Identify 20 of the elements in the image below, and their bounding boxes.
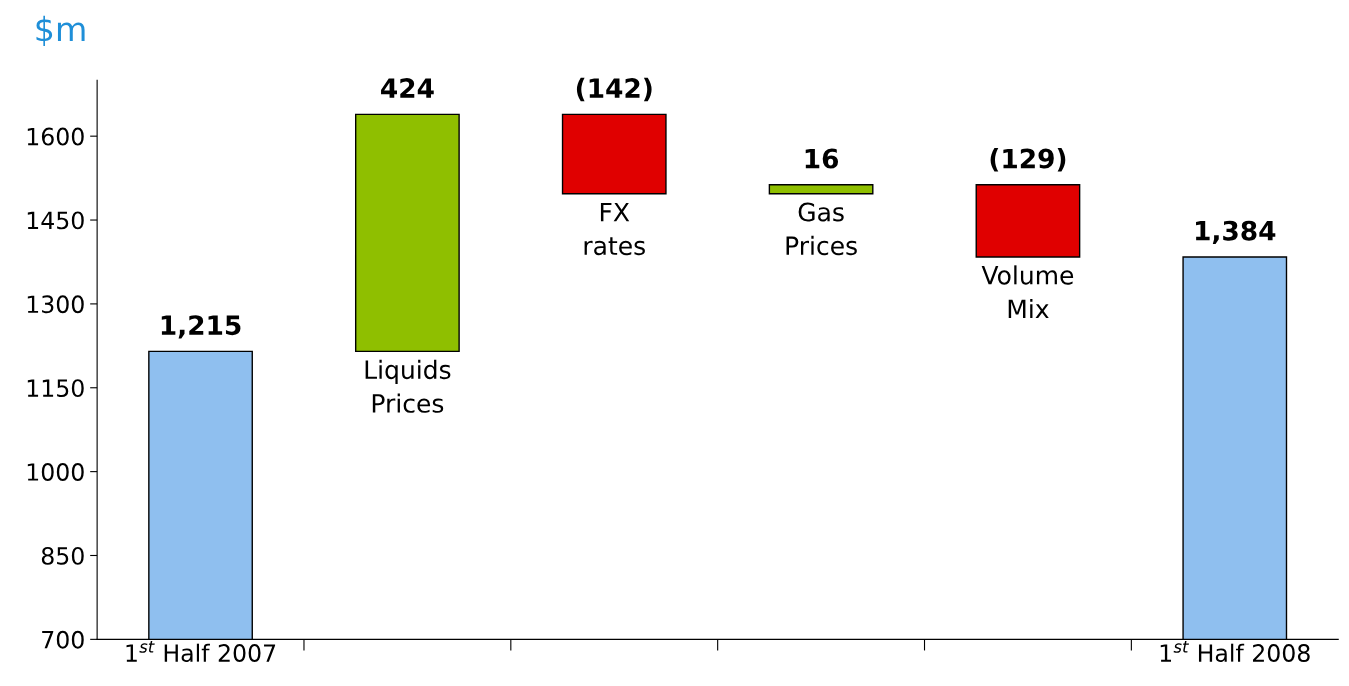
x-tick-label: Volume Mix [981, 265, 1074, 319]
x-tick-label: 1$^{st}$ Half 2008 [1160, 640, 1310, 662]
data-label: 16 [805, 148, 839, 169]
y-tick-label: 1300 [27, 295, 84, 314]
x-tick-label: Gas Prices [786, 202, 857, 256]
data-label: 1,215 [161, 315, 241, 339]
x-tick-label: Liquids Prices [365, 359, 451, 413]
data-label: (142) [576, 77, 652, 102]
y-tick-label: 700 [42, 630, 84, 649]
data-label: 1,384 [1196, 220, 1276, 245]
data-label: 424 [381, 78, 434, 98]
data-label: (129) [990, 148, 1066, 172]
x-tick-label: 1$^{st}$ Half 2007 [126, 640, 276, 662]
y-tick-label: 1450 [27, 211, 84, 230]
chart-title: $m [36, 15, 85, 46]
y-tick-label: 1150 [27, 379, 84, 398]
y-tick-label: 1600 [27, 127, 84, 146]
x-tick-label: FX rates [584, 202, 645, 256]
y-tick-label: 850 [41, 546, 84, 565]
y-tick-label: 1000 [27, 463, 84, 481]
